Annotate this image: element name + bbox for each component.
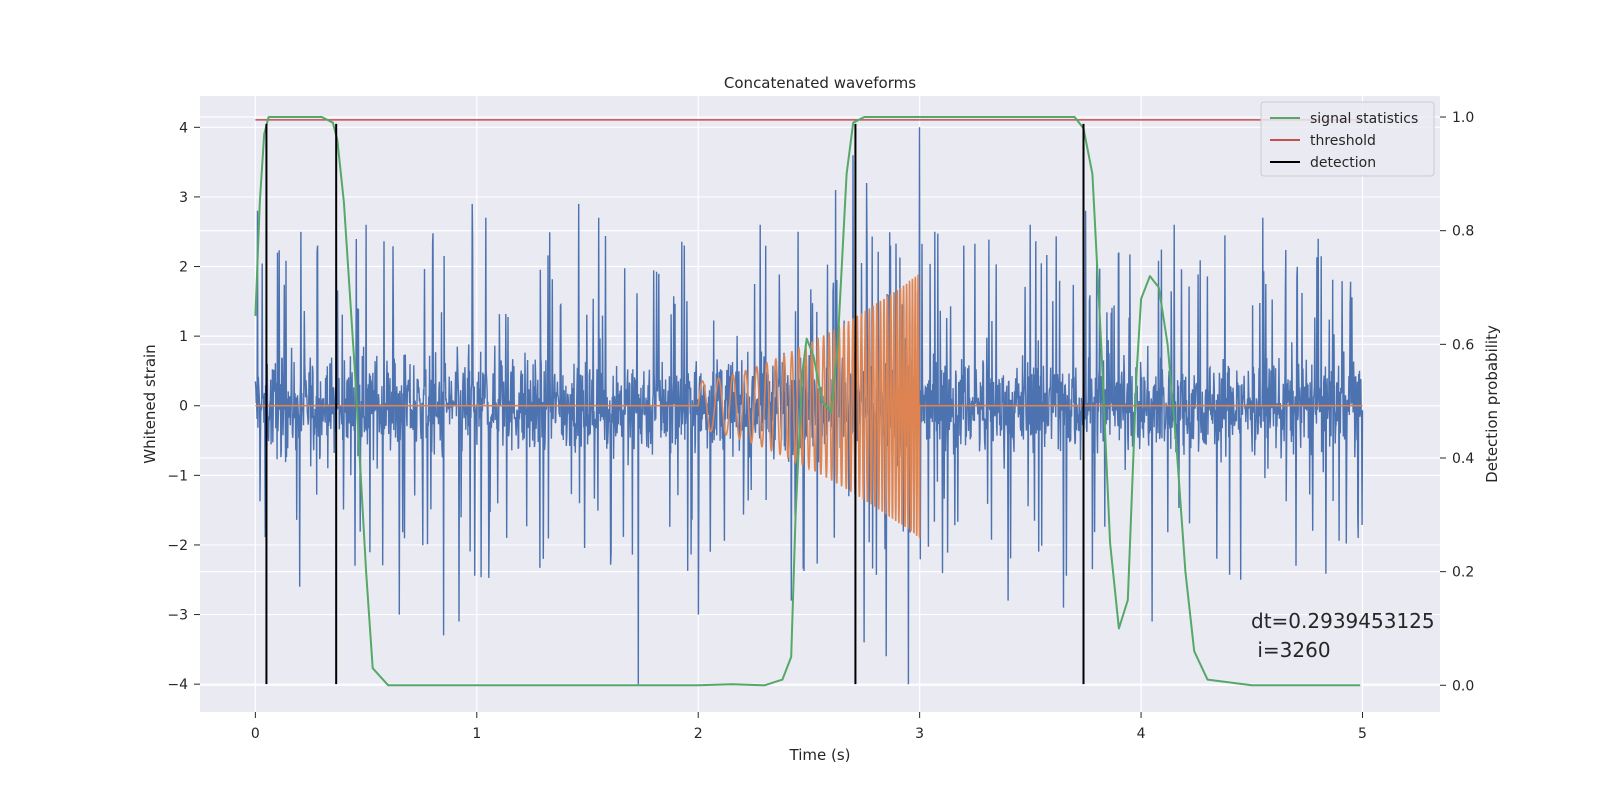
x-tick-label: 0 <box>251 726 260 742</box>
y-tick-label: 3 <box>179 190 188 206</box>
x-tick-label: 4 <box>1137 726 1146 742</box>
x-tick-label: 2 <box>694 726 703 742</box>
grid <box>200 96 1440 712</box>
annotation: dt=0.2939453125 i=3260 <box>1251 609 1435 662</box>
y-tick-label: −3 <box>167 608 188 624</box>
y2-tick-label: 1.0 <box>1452 110 1474 126</box>
y2-tick-label: 0.2 <box>1452 565 1474 581</box>
y-tick-label: −4 <box>167 677 188 693</box>
right-axis: 0.0 0.2 0.4 0.6 0.8 1.0 <box>1440 110 1474 694</box>
y-tick-label: −1 <box>167 468 188 484</box>
annotation-dt: dt=0.2939453125 <box>1251 609 1435 633</box>
y2-tick-label: 0.4 <box>1452 451 1474 467</box>
y2-tick-label: 0.0 <box>1452 678 1474 694</box>
x-axis: 0 1 2 3 4 5 <box>251 712 1367 742</box>
annotation-i: i=3260 <box>1251 638 1331 662</box>
x-axis-label: Time (s) <box>789 746 851 764</box>
y-tick-label: 1 <box>179 329 188 345</box>
legend-label: detection <box>1310 155 1376 171</box>
legend: signal statistics threshold detection <box>1260 101 1435 177</box>
x-tick-label: 3 <box>915 726 924 742</box>
y-tick-label: 2 <box>179 260 188 276</box>
chirp-line <box>255 274 1363 538</box>
legend-label: threshold <box>1310 133 1376 149</box>
legend-label: signal statistics <box>1310 111 1418 127</box>
x-tick-label: 5 <box>1358 726 1367 742</box>
series-layer <box>254 116 1364 687</box>
strain-noise-line <box>254 127 1364 685</box>
y-tick-label: 0 <box>179 399 188 415</box>
y2-axis-label: Detection probability <box>1483 325 1501 483</box>
y2-tick-label: 0.6 <box>1452 337 1474 353</box>
x-tick-label: 1 <box>472 726 481 742</box>
y-tick-label: 4 <box>179 120 188 136</box>
legend-box <box>1260 101 1435 177</box>
left-axis: −4 −3 −2 −1 0 1 2 3 4 <box>167 120 200 693</box>
y-axis-label: Whitened strain <box>141 344 159 463</box>
y2-tick-label: 0.8 <box>1452 224 1474 240</box>
y-tick-label: −2 <box>167 538 188 554</box>
chart-title: Concatenated waveforms <box>724 74 916 92</box>
